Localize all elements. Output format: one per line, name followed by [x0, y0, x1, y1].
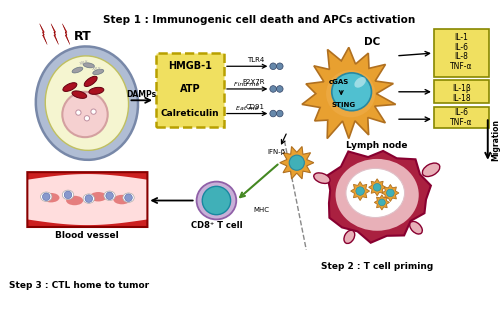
Ellipse shape [123, 193, 134, 203]
Ellipse shape [72, 91, 86, 98]
Polygon shape [62, 24, 70, 44]
Ellipse shape [92, 69, 104, 75]
Polygon shape [40, 24, 47, 44]
Circle shape [202, 186, 230, 215]
FancyBboxPatch shape [156, 53, 224, 127]
Polygon shape [368, 179, 386, 196]
Text: IL-1β: IL-1β [452, 83, 470, 93]
Circle shape [289, 155, 304, 170]
Circle shape [42, 193, 50, 201]
Ellipse shape [104, 191, 116, 201]
Circle shape [85, 195, 92, 203]
Text: Step 2 : T cell priming: Step 2 : T cell priming [321, 262, 434, 271]
Text: cGAS: cGAS [329, 79, 349, 85]
Ellipse shape [344, 230, 354, 243]
FancyBboxPatch shape [434, 80, 488, 103]
Circle shape [270, 63, 276, 70]
Text: xxx: xxx [78, 59, 90, 66]
Ellipse shape [422, 163, 440, 176]
Text: RT: RT [74, 31, 92, 43]
Text: xxx: xxx [92, 66, 101, 71]
Circle shape [276, 110, 283, 117]
Circle shape [106, 192, 114, 200]
Text: IFN-β: IFN-β [267, 149, 285, 155]
Ellipse shape [332, 73, 372, 111]
Ellipse shape [40, 192, 52, 202]
Text: ATP: ATP [180, 84, 201, 94]
Circle shape [374, 183, 381, 191]
Text: CD8⁺ T cell: CD8⁺ T cell [190, 220, 242, 230]
Ellipse shape [84, 76, 97, 87]
Ellipse shape [83, 63, 94, 68]
Ellipse shape [354, 77, 366, 88]
Text: DC: DC [364, 37, 380, 47]
Polygon shape [28, 172, 148, 180]
Text: MHC: MHC [254, 207, 270, 213]
Text: CD91: CD91 [246, 104, 264, 110]
Ellipse shape [90, 192, 107, 202]
Text: Find me: Find me [234, 82, 260, 87]
Text: Step 1 : Immunogenic cell death and APCs activation: Step 1 : Immunogenic cell death and APCs… [103, 15, 415, 25]
Text: Eat me: Eat me [236, 106, 258, 111]
Text: Calreticulin: Calreticulin [160, 109, 220, 118]
Circle shape [76, 110, 81, 115]
Text: IL-8: IL-8 [454, 52, 468, 61]
Circle shape [124, 194, 132, 202]
Text: IL-6: IL-6 [454, 108, 468, 117]
FancyBboxPatch shape [434, 107, 488, 128]
Text: Migration: Migration [492, 119, 500, 161]
Polygon shape [51, 24, 59, 44]
Ellipse shape [336, 159, 418, 231]
Text: TNF-α: TNF-α [450, 62, 472, 71]
Polygon shape [374, 195, 390, 210]
Ellipse shape [114, 195, 130, 204]
Polygon shape [28, 220, 148, 227]
Circle shape [270, 110, 276, 117]
Circle shape [386, 189, 394, 197]
Polygon shape [350, 182, 370, 201]
Circle shape [270, 86, 276, 92]
Text: HMGB-1: HMGB-1 [168, 61, 212, 71]
Text: IL-18: IL-18 [452, 94, 470, 103]
Text: Lymph node: Lymph node [346, 141, 408, 150]
Circle shape [62, 92, 108, 137]
Polygon shape [328, 151, 431, 243]
Circle shape [84, 116, 89, 121]
Text: Blood vessel: Blood vessel [55, 231, 119, 240]
Text: P2X7R: P2X7R [242, 79, 264, 85]
Ellipse shape [89, 87, 104, 94]
Ellipse shape [196, 182, 236, 220]
Ellipse shape [63, 83, 77, 91]
Text: STING: STING [331, 102, 355, 108]
Ellipse shape [346, 169, 405, 218]
Ellipse shape [72, 67, 83, 73]
Ellipse shape [42, 193, 59, 203]
Polygon shape [302, 47, 396, 139]
Text: TNF-α: TNF-α [450, 118, 472, 128]
Circle shape [91, 109, 96, 114]
Ellipse shape [66, 196, 83, 205]
Text: IL-6: IL-6 [454, 43, 468, 52]
Polygon shape [280, 146, 314, 179]
Text: Step 3 : CTL home to tumor: Step 3 : CTL home to tumor [10, 281, 149, 290]
Text: DAMPs: DAMPs [126, 90, 157, 99]
Ellipse shape [36, 46, 138, 160]
Circle shape [356, 187, 364, 195]
Ellipse shape [46, 56, 128, 150]
Text: IL-1: IL-1 [454, 33, 468, 43]
Text: TLR4: TLR4 [248, 57, 264, 63]
Ellipse shape [62, 190, 74, 200]
Ellipse shape [83, 194, 94, 203]
Ellipse shape [314, 173, 330, 183]
Polygon shape [382, 185, 399, 202]
FancyBboxPatch shape [28, 172, 148, 227]
Circle shape [276, 86, 283, 92]
Ellipse shape [326, 70, 376, 117]
Ellipse shape [410, 221, 422, 234]
Circle shape [276, 63, 283, 70]
Circle shape [64, 191, 72, 199]
Circle shape [378, 199, 386, 206]
FancyBboxPatch shape [434, 29, 488, 77]
